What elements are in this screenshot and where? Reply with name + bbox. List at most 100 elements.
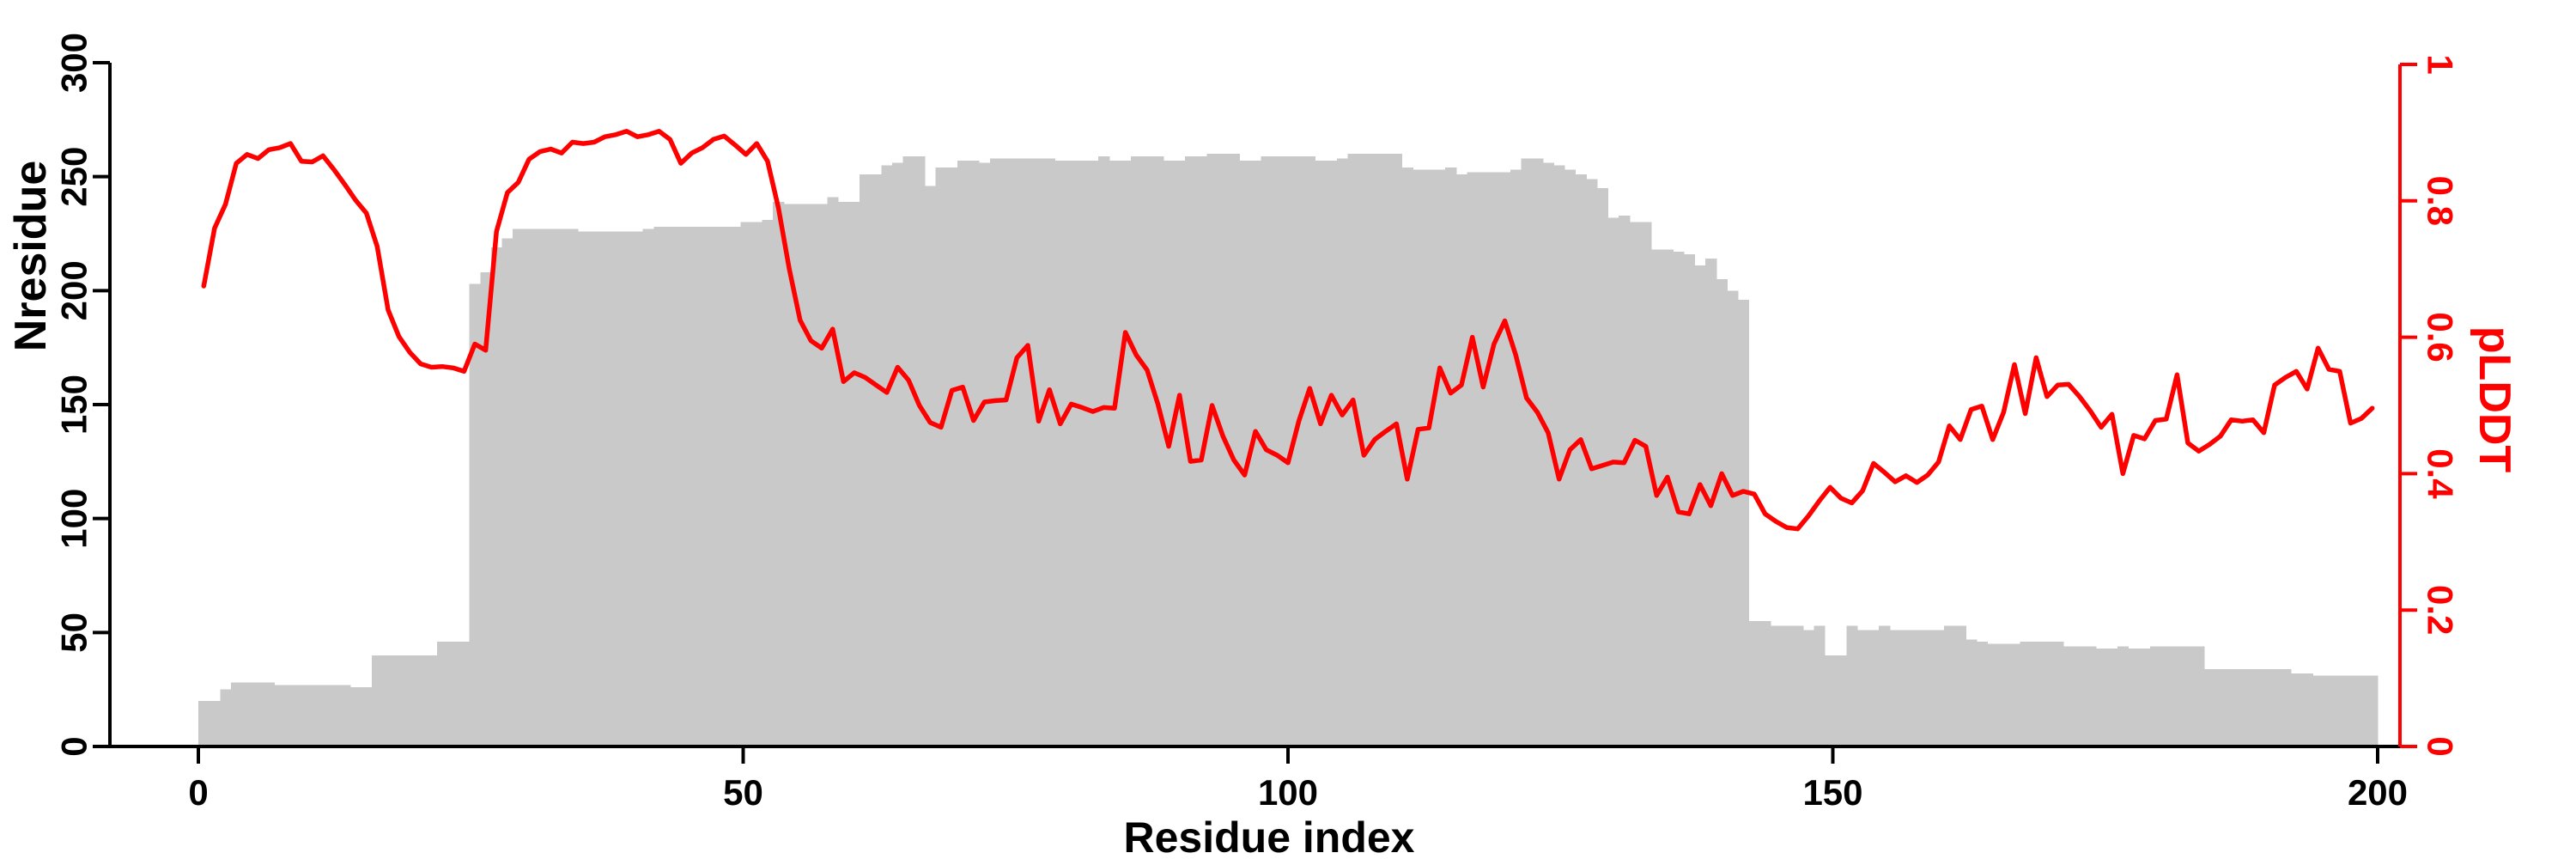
bar xyxy=(490,247,503,746)
bar xyxy=(1802,630,1815,746)
bar xyxy=(2074,646,2086,746)
bar xyxy=(1293,155,1305,746)
bar xyxy=(1467,172,1479,747)
bar xyxy=(1922,630,1934,746)
bar xyxy=(1856,630,1869,746)
bar xyxy=(848,201,860,746)
bar xyxy=(1228,154,1240,747)
bar xyxy=(957,161,969,747)
bar xyxy=(459,641,471,746)
bar xyxy=(1000,158,1012,746)
bar xyxy=(914,155,926,746)
bar xyxy=(860,174,872,747)
left-y-tick-label: 0 xyxy=(54,736,94,756)
bar xyxy=(1770,625,1783,746)
bar xyxy=(1814,625,1826,746)
bar xyxy=(1249,161,1262,747)
bar xyxy=(1542,162,1554,746)
bar xyxy=(349,687,362,746)
bar xyxy=(1120,161,1132,747)
bar xyxy=(740,222,752,746)
bar xyxy=(2323,675,2336,746)
bar xyxy=(588,231,600,746)
bar xyxy=(1911,630,1923,746)
bar xyxy=(1868,630,1880,746)
bar xyxy=(2052,641,2064,746)
bar xyxy=(675,227,687,746)
bar xyxy=(621,231,633,746)
bar xyxy=(2095,648,2107,746)
bar xyxy=(1976,641,1989,746)
bar xyxy=(696,227,709,746)
bar xyxy=(805,204,817,747)
right-y-tick-label: 0.2 xyxy=(2421,585,2461,635)
bar xyxy=(925,186,937,746)
bar xyxy=(285,685,297,746)
bar xyxy=(1564,169,1577,746)
bar xyxy=(372,655,384,746)
bar xyxy=(513,228,525,746)
bar xyxy=(2139,648,2151,746)
bar xyxy=(2226,668,2238,746)
bar xyxy=(404,655,416,746)
bar xyxy=(1423,169,1436,746)
right-y-tick-label: 0.4 xyxy=(2421,448,2461,499)
bar xyxy=(610,231,623,746)
bar xyxy=(1954,625,1966,746)
bar xyxy=(946,168,958,746)
bar xyxy=(1683,253,1696,746)
x-tick-label: 0 xyxy=(188,772,208,813)
bar xyxy=(1781,625,1793,746)
left-y-tick-label: 250 xyxy=(54,147,94,207)
bar xyxy=(1488,172,1500,747)
bar xyxy=(1152,155,1164,746)
bar xyxy=(1272,155,1284,746)
bar xyxy=(1326,161,1338,747)
right-y-axis-title: pLDDT xyxy=(2470,326,2519,473)
bar xyxy=(1662,249,1674,746)
bar xyxy=(750,222,763,746)
bar xyxy=(2301,673,2313,746)
bar xyxy=(1141,155,1153,746)
bar xyxy=(1553,165,1565,746)
bar xyxy=(1098,155,1110,746)
bar xyxy=(317,685,330,746)
x-tick-label: 100 xyxy=(1258,772,1318,813)
bar xyxy=(263,682,275,746)
bar xyxy=(902,155,914,746)
bar xyxy=(2355,675,2367,746)
left-y-tick-label: 200 xyxy=(54,260,94,320)
bar xyxy=(1879,625,1891,746)
bar xyxy=(1619,215,1631,747)
right-y-tick-label: 1 xyxy=(2421,54,2461,74)
x-axis xyxy=(110,745,2400,764)
bar xyxy=(989,158,1001,746)
bar xyxy=(599,231,611,746)
bar xyxy=(1066,161,1078,747)
bar xyxy=(1694,265,1706,746)
bar xyxy=(1239,161,1251,747)
bar xyxy=(2106,648,2118,746)
bar xyxy=(1889,630,1902,746)
bar xyxy=(2063,646,2075,746)
bar xyxy=(1629,222,1641,746)
bar xyxy=(252,682,264,746)
left-y-tick-label: 300 xyxy=(54,33,94,93)
bar xyxy=(556,228,568,746)
right-y-tick-label: 0.8 xyxy=(2421,176,2461,226)
bar xyxy=(1825,655,1837,746)
bar xyxy=(415,655,427,746)
bar xyxy=(642,228,654,746)
bar xyxy=(773,201,785,746)
bar xyxy=(1130,155,1143,746)
bar xyxy=(1651,249,1663,746)
bar xyxy=(1943,625,1956,746)
x-tick-label: 200 xyxy=(2348,772,2408,813)
bar xyxy=(1835,655,1847,746)
bar xyxy=(1043,158,1056,746)
bar xyxy=(447,641,459,746)
bar xyxy=(762,220,774,747)
bar xyxy=(1303,155,1316,746)
bar xyxy=(241,682,253,746)
